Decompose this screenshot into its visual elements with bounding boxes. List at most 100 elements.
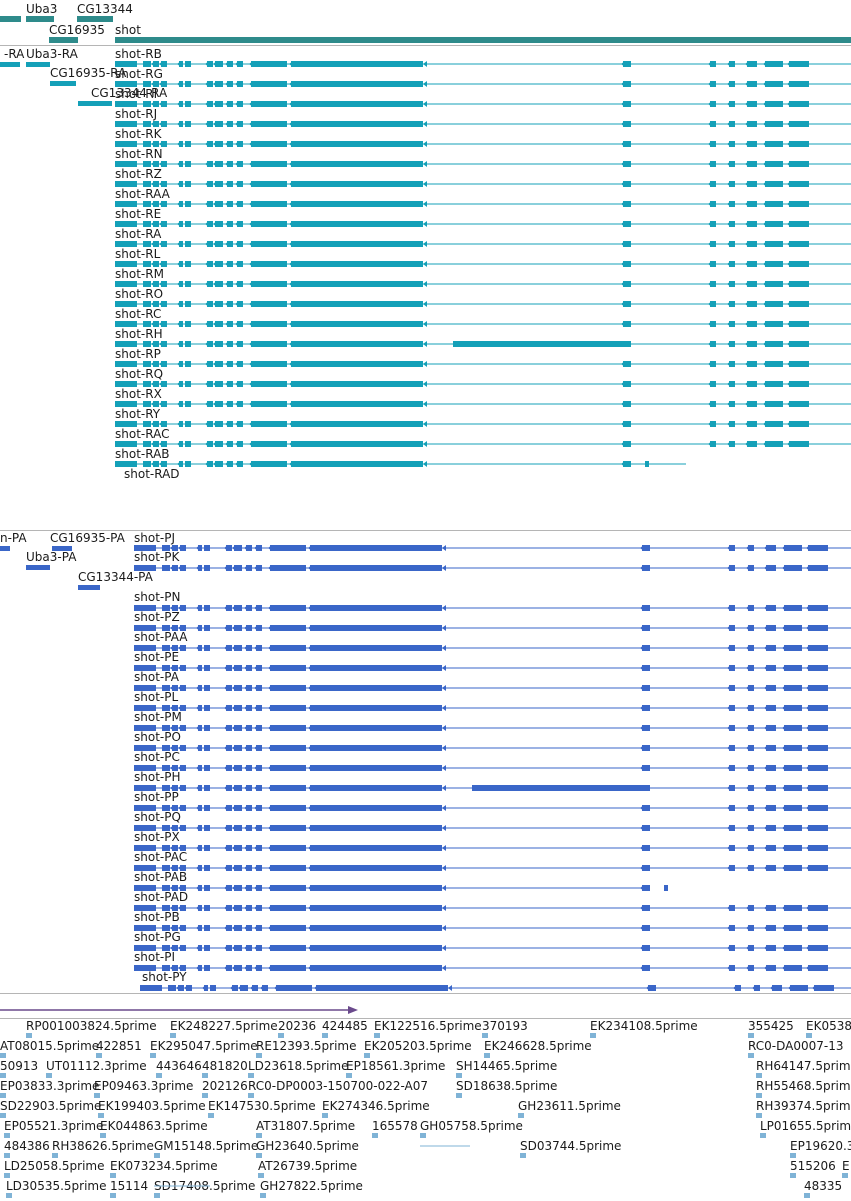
protein-transcript[interactable] xyxy=(134,545,851,551)
transcript-label-cg16935[interactable]: CG16935-RA xyxy=(50,66,127,80)
rna-transcript[interactable] xyxy=(115,101,851,107)
protein-label[interactable]: shot-PAD xyxy=(134,890,188,904)
est-label[interactable]: GH05758.5prime xyxy=(420,1119,523,1133)
rna-transcript[interactable] xyxy=(115,381,851,387)
protein-transcript[interactable] xyxy=(134,565,851,571)
est-label[interactable]: EP19620.3 xyxy=(790,1139,851,1153)
protein-label[interactable]: shot-PM xyxy=(134,710,182,724)
est-label[interactable]: 515206 xyxy=(790,1159,836,1173)
protein-transcript[interactable] xyxy=(134,765,851,771)
est-glyph[interactable] xyxy=(322,1113,328,1118)
transcript-label-uba3[interactable]: Uba3-RA xyxy=(26,47,79,61)
est-glyph[interactable] xyxy=(420,1133,426,1138)
protein-transcript[interactable] xyxy=(134,685,851,691)
est-label[interactable]: GH23640.5prime xyxy=(256,1139,359,1153)
protein-label[interactable]: shot-PAC xyxy=(134,850,187,864)
est-glyph[interactable] xyxy=(256,1053,262,1058)
protein-transcript[interactable] xyxy=(134,885,668,891)
est-label[interactable]: EK199403.5prime xyxy=(98,1099,206,1113)
protein-transcript[interactable] xyxy=(134,805,851,811)
est-label[interactable]: GH27822.5prime xyxy=(260,1179,363,1193)
protein-transcript[interactable] xyxy=(134,965,851,971)
est-label[interactable]: 484386 xyxy=(4,1139,50,1153)
transcript-label[interactable]: shot-RAC xyxy=(115,427,169,441)
est-glyph[interactable] xyxy=(748,1033,754,1038)
est-label[interactable]: GH23611.5prime xyxy=(518,1099,621,1113)
est-glyph[interactable] xyxy=(260,1193,266,1198)
transcript-label[interactable]: shot-RJ xyxy=(115,107,157,121)
transcript-label[interactable]: shot-RN xyxy=(115,147,163,161)
gene-glyph-cg16935[interactable] xyxy=(49,37,78,43)
est-label[interactable]: EP05521.3prime xyxy=(4,1119,103,1133)
protein-label[interactable]: shot-PO xyxy=(134,730,181,744)
est-label[interactable]: 48335 xyxy=(804,1179,842,1193)
est-glyph[interactable] xyxy=(96,1053,102,1058)
transcript-glyph-cg13344[interactable] xyxy=(78,101,112,106)
est-label[interactable]: EK295047.5prime xyxy=(150,1039,258,1053)
est-label[interactable]: EK248227.5prime xyxy=(170,1019,278,1033)
est-glyph[interactable] xyxy=(256,1153,262,1158)
est-label[interactable]: EK122516.5prime xyxy=(374,1019,482,1033)
est-glyph[interactable] xyxy=(346,1073,352,1078)
est-label[interactable]: EK274346.5prime xyxy=(322,1099,430,1113)
est-glyph[interactable] xyxy=(842,1173,848,1178)
transcript-label[interactable]: shot-RP xyxy=(115,347,161,361)
est-glyph[interactable] xyxy=(150,1053,156,1058)
est-label[interactable]: AT08015.5prime xyxy=(0,1039,99,1053)
gene-label-uba3[interactable]: Uba3 xyxy=(26,2,57,16)
est-label[interactable]: RE12393.5prime xyxy=(256,1039,357,1053)
protein-label[interactable]: shot-PE xyxy=(134,650,179,664)
est-glyph[interactable] xyxy=(26,1033,32,1038)
protein-label[interactable]: shot-PB xyxy=(134,910,180,924)
transcript-label[interactable]: shot-RE xyxy=(115,207,161,221)
transcript-glyph[interactable] xyxy=(0,62,20,67)
transcript-label-cg13344[interactable]: CG13344-RA xyxy=(91,86,168,100)
est-glyph[interactable] xyxy=(154,1153,160,1158)
est-glyph[interactable] xyxy=(756,1113,762,1118)
protein-transcript[interactable] xyxy=(140,985,851,991)
est-glyph[interactable] xyxy=(248,1073,254,1078)
est-glyph[interactable] xyxy=(748,1053,754,1058)
est-glyph[interactable] xyxy=(110,1193,116,1198)
est-glyph[interactable] xyxy=(248,1093,254,1098)
rna-transcript[interactable] xyxy=(115,441,851,447)
protein-label-uba3[interactable]: Uba3-PA xyxy=(26,550,77,564)
protein-label[interactable]: shot-PN xyxy=(134,590,180,604)
transcript-label[interactable]: shot-RAA xyxy=(115,187,171,201)
rna-transcript[interactable] xyxy=(115,241,851,247)
est-label[interactable]: LP01655.5prime xyxy=(760,1119,851,1133)
est-label[interactable]: EP03833.3prime xyxy=(0,1079,99,1093)
transcript-label[interactable]: shot-RQ xyxy=(115,367,163,381)
protein-label[interactable]: shot-PI xyxy=(134,950,175,964)
est-label[interactable]: 370193 xyxy=(482,1019,528,1033)
rna-transcript[interactable] xyxy=(115,201,851,207)
est-label[interactable]: 481820 xyxy=(202,1059,248,1073)
protein-label[interactable]: n-PA xyxy=(0,531,27,545)
est-label[interactable]: LD30535.5prime xyxy=(6,1179,107,1193)
est-label[interactable]: 20236 xyxy=(278,1019,316,1033)
est-label[interactable]: EK044863.5prime xyxy=(100,1119,208,1133)
est-label[interactable]: 202126 xyxy=(202,1079,248,1093)
est-label[interactable]: 50913 xyxy=(0,1059,38,1073)
est-label[interactable]: 443646 xyxy=(156,1059,202,1073)
protein-label[interactable]: shot-PG xyxy=(134,930,181,944)
transcript-label[interactable]: shot-RO xyxy=(115,287,163,301)
rna-transcript[interactable] xyxy=(115,321,851,327)
est-glyph[interactable] xyxy=(520,1153,526,1158)
protein-glyph-uba3[interactable] xyxy=(26,565,50,570)
est-glyph[interactable] xyxy=(756,1093,762,1098)
gene-glyph-uba3[interactable] xyxy=(26,16,54,22)
est-glyph[interactable] xyxy=(258,1173,264,1178)
est-label[interactable]: AT31807.5prime xyxy=(256,1119,355,1133)
rna-transcript[interactable] xyxy=(115,221,851,227)
gene-label-cg13344[interactable]: CG13344 xyxy=(77,2,133,16)
gene-glyph-shot[interactable] xyxy=(115,37,851,43)
protein-glyph[interactable] xyxy=(0,546,10,551)
transcript-label[interactable]: shot-RAB xyxy=(115,447,170,461)
est-glyph[interactable] xyxy=(322,1033,328,1038)
protein-label-cg13344[interactable]: CG13344-PA xyxy=(78,570,154,584)
protein-transcript[interactable] xyxy=(134,825,851,831)
est-label[interactable]: EK147530.5prime xyxy=(208,1099,316,1113)
est-glyph[interactable] xyxy=(4,1133,10,1138)
est-label[interactable]: 422851 xyxy=(96,1039,142,1053)
